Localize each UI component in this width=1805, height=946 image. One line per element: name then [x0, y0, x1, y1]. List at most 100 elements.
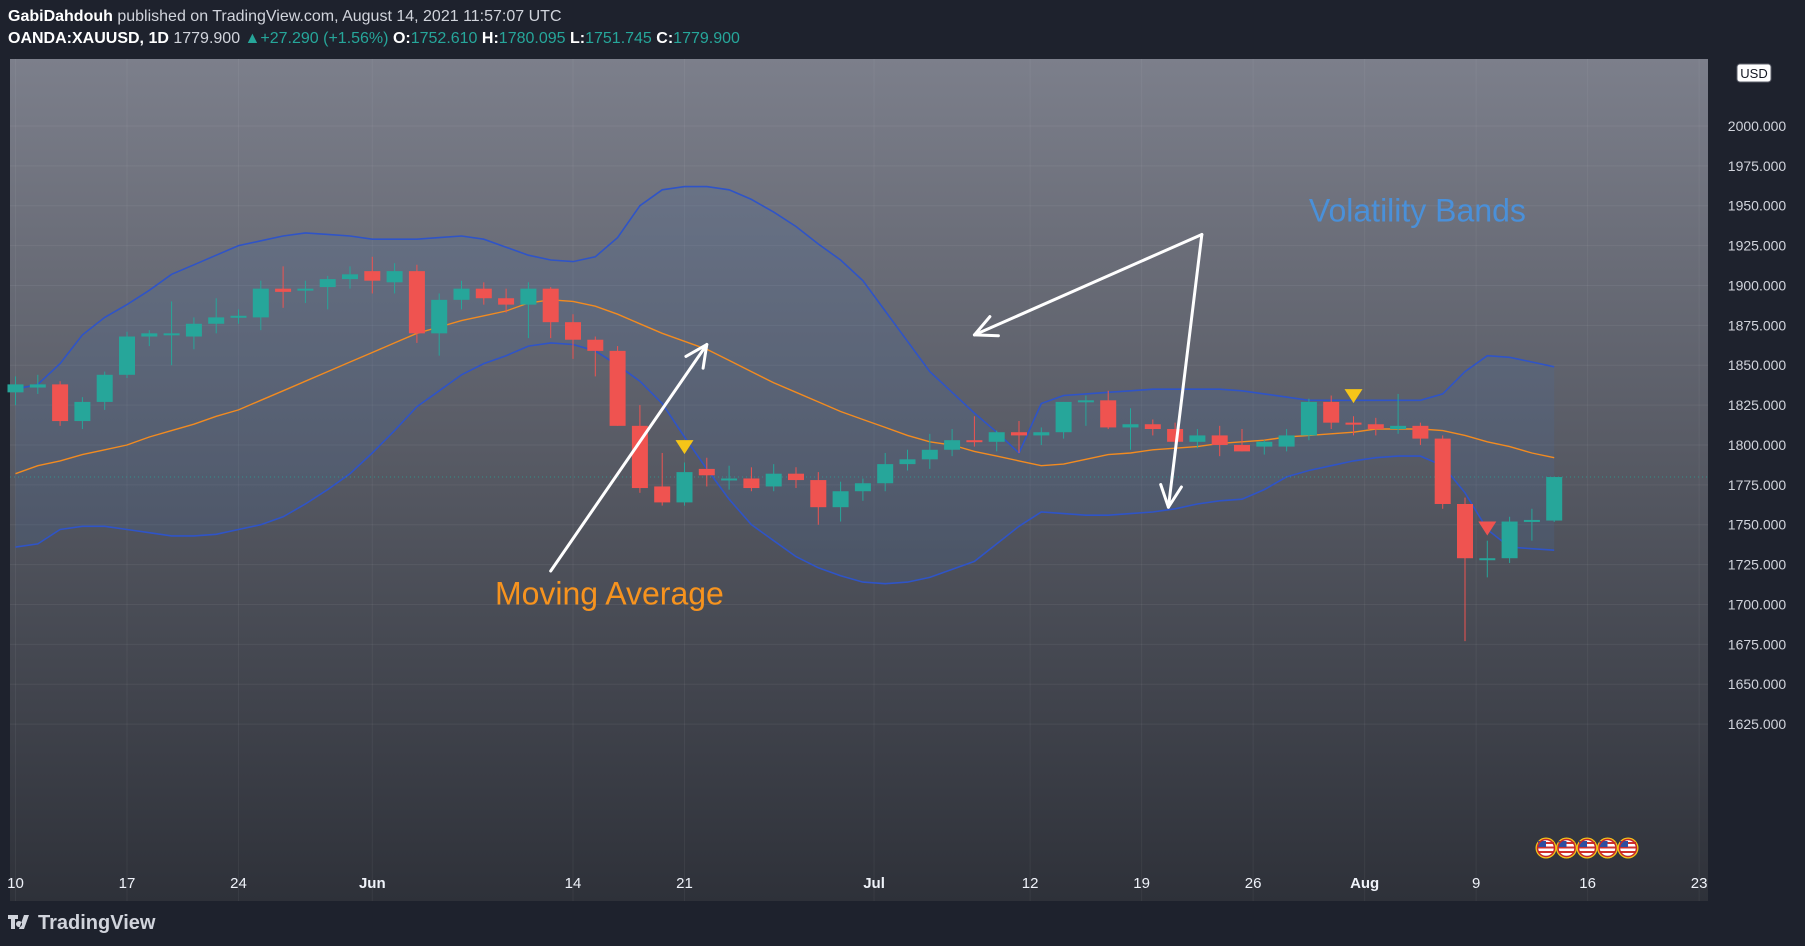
time-axis-edge — [0, 902, 1709, 906]
event-flags[interactable] — [1535, 837, 1639, 859]
candle — [1234, 429, 1250, 452]
candle-body — [698, 468, 715, 476]
us-flag-icon[interactable] — [1535, 837, 1557, 859]
candle-body — [810, 480, 827, 508]
candle-body — [275, 288, 292, 292]
us-flag-icon[interactable] — [1556, 837, 1577, 859]
candle-body — [631, 425, 648, 489]
candle — [1055, 401, 1072, 439]
signal-markers — [675, 389, 1497, 536]
arrow-shaft — [972, 232, 1204, 337]
time-tick-label: 9 — [1472, 875, 1480, 892]
candle — [1278, 429, 1295, 452]
candle-body — [408, 271, 425, 334]
candle — [1144, 419, 1161, 436]
candle — [966, 416, 983, 447]
time-tick-label: 14 — [565, 875, 582, 892]
candle-body — [431, 299, 448, 334]
candle-body — [1167, 429, 1184, 442]
upper-band-line — [15, 185, 1555, 455]
flag-stripe — [1579, 851, 1595, 853]
candle — [185, 317, 202, 350]
candle-body — [74, 401, 91, 422]
candle-body — [1479, 558, 1496, 561]
currency-label: USD — [1740, 66, 1767, 81]
candle-body — [765, 473, 782, 487]
candle-body — [520, 288, 537, 305]
candle-body — [163, 333, 180, 336]
candle-body — [364, 271, 381, 281]
candle-body — [252, 288, 269, 318]
candle-body — [1189, 435, 1206, 442]
candle — [498, 288, 515, 313]
us-flag-icon[interactable] — [1597, 837, 1618, 859]
candle-body — [1501, 521, 1518, 559]
candle-body — [877, 464, 894, 484]
candle — [788, 467, 804, 489]
candle-body — [1390, 425, 1407, 430]
price-tick-label: 1950.000 — [1728, 198, 1787, 214]
candle — [587, 336, 604, 377]
candle — [1300, 398, 1317, 441]
price-tick-label: 1700.000 — [1728, 596, 1787, 612]
open-value: 1752.610 — [410, 30, 478, 47]
candle — [565, 314, 581, 359]
arrow-head-icon — [1159, 483, 1183, 509]
price-tick-label: 1800.000 — [1728, 437, 1787, 453]
currency-badge[interactable]: USD — [1736, 63, 1772, 83]
us-flag-icon[interactable] — [1576, 837, 1598, 859]
price-tick-label: 1750.000 — [1728, 517, 1787, 533]
price-tick-label: 1775.000 — [1728, 477, 1787, 493]
time-tick-label: Aug — [1350, 875, 1379, 892]
time-tick-label: 19 — [1133, 875, 1150, 892]
indicator-lines — [10, 185, 1708, 585]
close-label: C: — [656, 30, 674, 47]
candle-body — [498, 298, 515, 305]
candle — [1345, 416, 1362, 436]
flag-border — [1536, 838, 1556, 858]
candle — [1523, 508, 1540, 541]
candle-body — [609, 350, 626, 426]
brand-footer[interactable]: TradingView — [8, 912, 155, 935]
arrow-shaft — [1166, 232, 1204, 509]
candle — [810, 472, 827, 525]
candle — [141, 330, 158, 347]
time-tick-label: 16 — [1579, 875, 1596, 892]
time-axis[interactable]: 10 17 24 Jun 14 21 Jul 12 19 26 Aug 9 16 23 — [0, 875, 1709, 906]
candle — [854, 478, 871, 501]
chart-background — [10, 59, 1708, 901]
author-name[interactable]: GabiDahdouh — [8, 8, 113, 25]
time-tick-label: Jul — [863, 875, 885, 892]
candle-body — [319, 279, 336, 288]
candle — [765, 464, 782, 492]
candle-body — [1278, 435, 1295, 447]
price-tick-label: 1675.000 — [1728, 636, 1787, 652]
time-tick-label: 23 — [1691, 875, 1708, 892]
symbol-name[interactable]: OANDA:XAUUSD, 1D — [8, 30, 169, 47]
signal-marker-icon — [1478, 521, 1497, 536]
flag-border — [1557, 838, 1576, 858]
candle — [386, 263, 403, 294]
candle — [319, 275, 336, 310]
time-tick-label: 21 — [676, 875, 693, 892]
candle — [721, 465, 738, 490]
candle-body — [1033, 432, 1050, 436]
candle-body — [96, 374, 113, 402]
tradingview-logo-icon — [8, 912, 34, 935]
candle-body — [52, 384, 69, 422]
candle — [877, 452, 894, 492]
candle — [1256, 440, 1273, 455]
us-flag-icon[interactable] — [1617, 837, 1639, 859]
candle-body — [966, 440, 983, 443]
candle — [1457, 497, 1473, 642]
price-tick-label: 1875.000 — [1728, 317, 1787, 333]
price-axis[interactable]: 1625.000 1650.000 1675.000 1700.000 1725.000… — [1709, 58, 1805, 906]
candle-body — [1457, 503, 1473, 559]
candle — [698, 457, 715, 487]
price-tick-label: 1925.000 — [1728, 238, 1787, 254]
candle-body — [899, 459, 916, 465]
candle — [7, 376, 24, 406]
time-tick-label: 10 — [7, 875, 24, 892]
candle-body — [208, 317, 225, 324]
